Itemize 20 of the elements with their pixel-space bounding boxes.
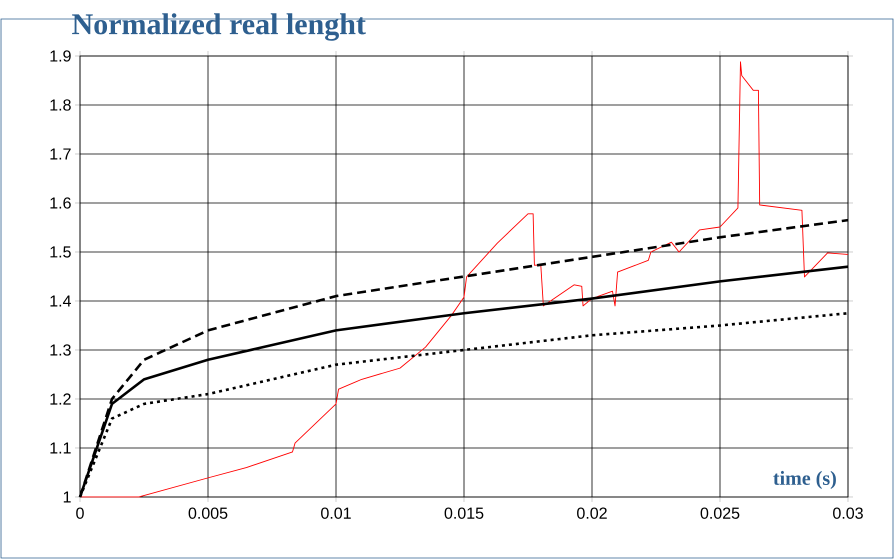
y-tick-label: 1.3 [50, 344, 71, 356]
x-tick-label: 0.005 [188, 508, 228, 519]
x-tick-label: 0.03 [833, 508, 863, 519]
x-tick-label: 0.025 [700, 508, 740, 519]
y-tick-label: 1.4 [50, 295, 71, 306]
y-tick-label: 1.9 [50, 50, 71, 62]
x-tick-label: 0.01 [321, 508, 351, 519]
y-tick-label: 1.6 [50, 197, 71, 209]
y-tick-label: 1.5 [50, 246, 71, 258]
x-tick-label: 0.02 [577, 508, 607, 519]
chart-title: Normalized real lenght [72, 13, 366, 41]
y-tick-label: 1.8 [50, 99, 71, 111]
y-tick-label: 1 [64, 491, 71, 502]
x-axis-title: time (s) [773, 470, 836, 490]
y-tick-label: 1.7 [50, 148, 71, 160]
line-series [80, 61, 848, 498]
x-tick-label: 0.015 [444, 508, 484, 519]
y-tick-label: 1.1 [50, 442, 71, 454]
y-tick-label: 1.2 [50, 393, 71, 405]
x-tick-label: 0 [76, 508, 84, 519]
